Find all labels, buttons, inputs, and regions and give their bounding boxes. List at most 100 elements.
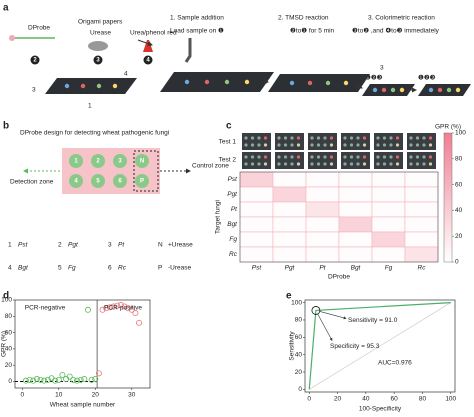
arrow [319, 311, 347, 320]
well [307, 80, 313, 86]
photo-dot [290, 155, 294, 159]
y-tick-label: 100 [291, 299, 302, 306]
photo-dot [389, 136, 393, 140]
photo-dot [415, 155, 420, 159]
heat-cell [272, 171, 307, 188]
point [128, 306, 135, 313]
reference-diagonal [309, 302, 451, 390]
y-tick-label: 100 [1, 297, 12, 304]
x-tick-label: Pst [252, 265, 263, 272]
photo-dot [343, 162, 347, 166]
device-num: ❶❷❸ [418, 74, 436, 82]
photo-dot [323, 155, 327, 159]
heat-cell [338, 201, 373, 218]
photo-dot [277, 143, 281, 147]
photo-dot [263, 136, 268, 140]
x-axis-label: DProbe [328, 274, 350, 281]
y-tick-label: 20 [295, 369, 303, 376]
photo-dot [316, 162, 321, 166]
photo-dot [356, 162, 360, 166]
photo-dot [323, 162, 327, 166]
y-tick-label: Rc [229, 251, 238, 258]
heat-cell [371, 246, 406, 263]
point [74, 377, 81, 384]
row-label: Test 1 [219, 139, 237, 146]
point [88, 376, 95, 383]
photo-dot [382, 162, 387, 166]
photo-dot [316, 155, 321, 159]
photo-dot [310, 155, 314, 159]
text: ❸to❷ ,and ❹to❸ immediately [352, 27, 440, 35]
y-tick-label: 40 [5, 346, 13, 353]
photo-dot [389, 143, 393, 147]
paper-device [362, 84, 415, 96]
x-tick-label: Bgt [351, 265, 362, 272]
point [44, 376, 51, 383]
photo-dot [263, 143, 268, 147]
heat-cell [305, 231, 340, 248]
panel-label: c [226, 121, 232, 132]
photo [407, 152, 436, 169]
well [224, 79, 230, 85]
x-tick-label: 0 [20, 392, 24, 399]
photo-dot [376, 162, 380, 166]
colorbar-tick-label: 60 [455, 181, 463, 188]
legend-key: N [158, 242, 163, 249]
photo-dot [382, 136, 387, 140]
heat-cell [371, 201, 406, 218]
x-tick-label: 60 [391, 396, 399, 403]
heat-cell [404, 186, 439, 203]
well [113, 174, 127, 188]
photo-dot [296, 162, 301, 166]
well [437, 87, 443, 93]
well-label: P [140, 179, 144, 185]
colorbar [443, 132, 453, 263]
photo-dot [362, 136, 367, 140]
heat-cell [272, 216, 307, 233]
photo-dot [415, 143, 420, 147]
panel-label: a [3, 3, 9, 14]
point [125, 305, 132, 312]
text: DProbe [28, 25, 50, 32]
annotation: Specificity = 95.3 [330, 343, 380, 350]
legend-text: Bgt [18, 265, 29, 272]
legend-key: P [158, 265, 162, 272]
heat-cell [338, 231, 373, 248]
legend-text: +Urease [168, 242, 193, 249]
photo-dot [323, 143, 327, 147]
x-tick-label: 10 [55, 392, 63, 399]
well-label: 4 [74, 179, 78, 185]
probe-end [9, 35, 15, 41]
heat-cell [239, 231, 274, 248]
photo-dot [296, 143, 301, 147]
photo-dot [290, 162, 294, 166]
heat-cell [338, 186, 373, 203]
point [77, 376, 84, 383]
roc-line [308, 302, 451, 390]
plot-frame [14, 299, 151, 389]
y-tick-label: 80 [5, 313, 13, 320]
photo-dot [349, 136, 354, 140]
heat-cell [305, 216, 340, 233]
point [92, 376, 99, 383]
well [69, 174, 83, 188]
photo-dot [362, 155, 367, 159]
legend-key: 4 [8, 265, 12, 272]
photo-dot [283, 143, 288, 147]
x-tick-label: 20 [334, 396, 342, 403]
photo-dot [422, 155, 426, 159]
heat-cell [404, 216, 439, 233]
photo-dot [382, 155, 387, 159]
plot-frame [304, 299, 456, 393]
photo [374, 133, 403, 150]
photo-dot [415, 162, 420, 166]
well [204, 79, 210, 85]
well [446, 87, 452, 93]
text: 2. TMSD reaction [278, 15, 329, 22]
photo-dot [356, 143, 360, 147]
heat-cell [371, 171, 406, 188]
point [66, 373, 73, 380]
y-tick-label: 0 [298, 386, 302, 393]
colorbar-tick-label: 100 [455, 130, 466, 137]
legend-text: Pt [118, 242, 125, 249]
